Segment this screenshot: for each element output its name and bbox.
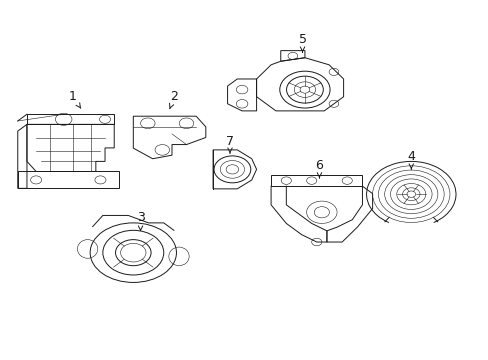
- Text: 1: 1: [69, 90, 81, 108]
- Text: 3: 3: [136, 211, 144, 230]
- Text: 4: 4: [407, 150, 414, 169]
- Text: 2: 2: [169, 90, 178, 109]
- Text: 7: 7: [225, 135, 234, 153]
- Text: 5: 5: [298, 33, 306, 52]
- Text: 6: 6: [315, 159, 323, 178]
